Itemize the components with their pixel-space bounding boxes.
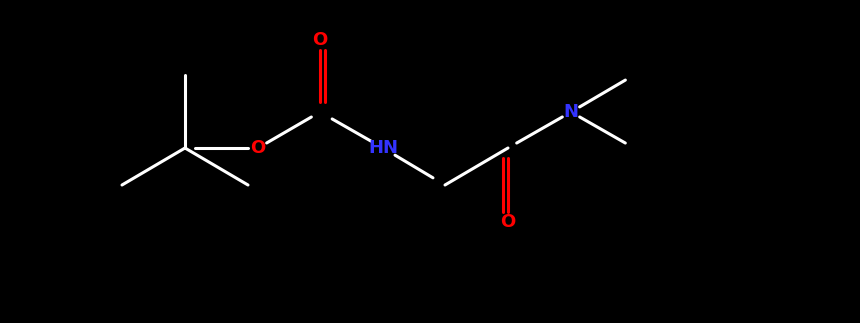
Text: N: N — [563, 103, 579, 121]
Text: HN: HN — [368, 139, 398, 157]
Text: O: O — [312, 31, 328, 49]
Text: O: O — [250, 139, 266, 157]
Text: O: O — [501, 213, 516, 231]
